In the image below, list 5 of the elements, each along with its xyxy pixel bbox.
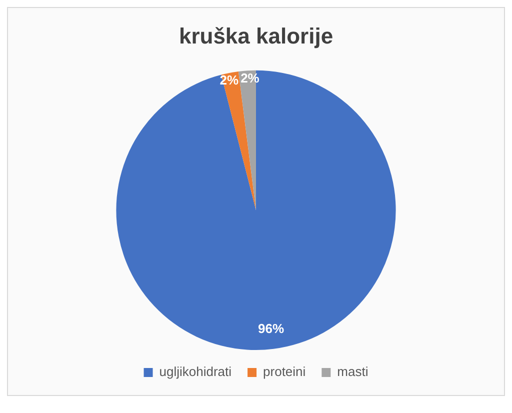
chart-title: kruška kalorije	[178, 23, 334, 48]
data-label: 96%	[258, 321, 285, 336]
legend-label: proteini	[263, 364, 306, 380]
legend-label: ugljikohidrati	[159, 364, 232, 380]
legend-label: masti	[337, 364, 368, 380]
